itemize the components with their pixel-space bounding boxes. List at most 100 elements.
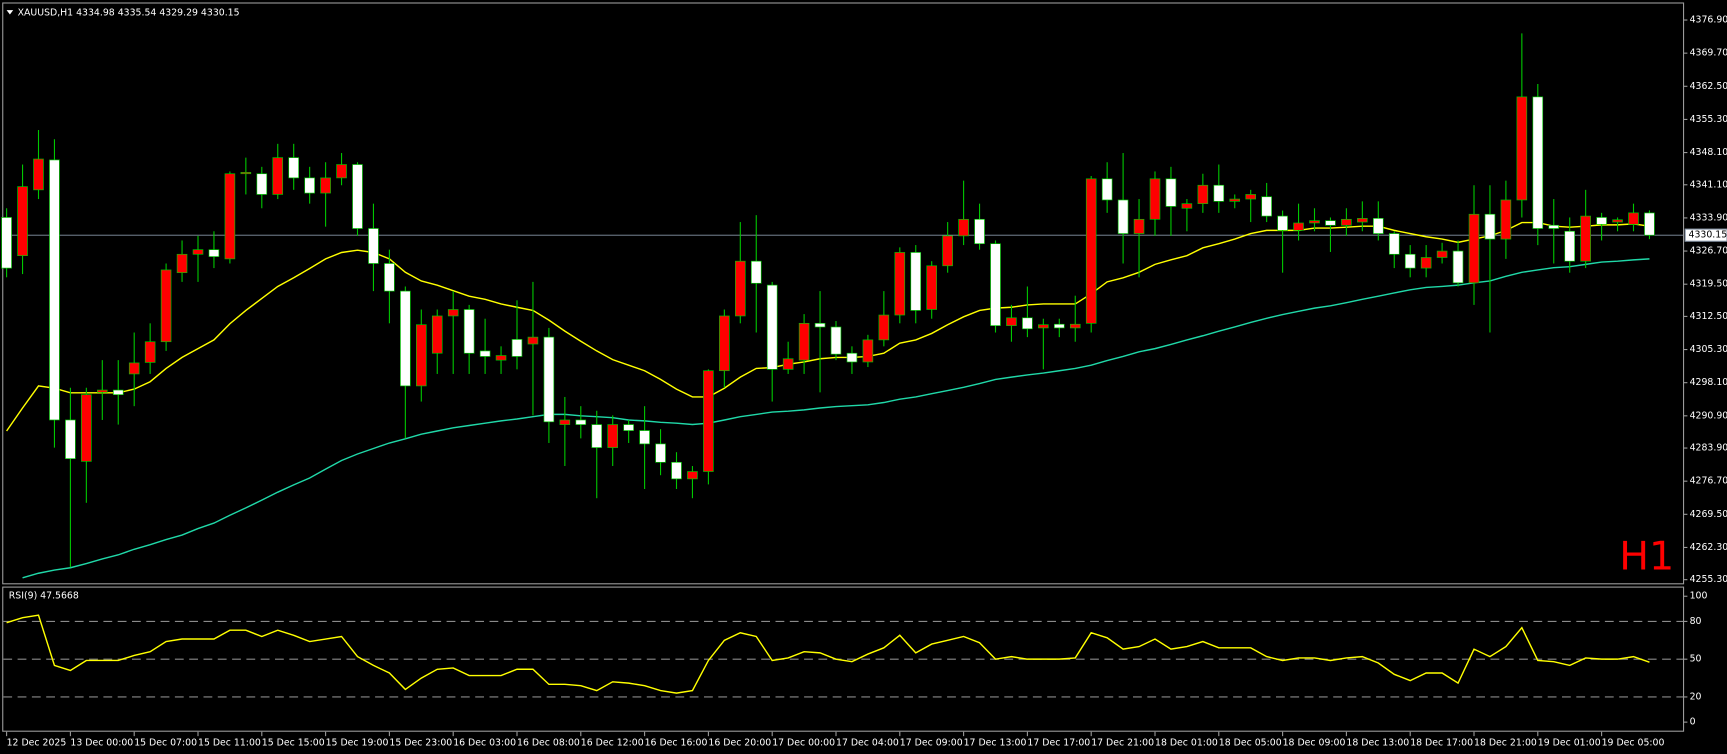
x-tick-label: 13 Dec 00:00 — [70, 737, 133, 748]
candle-body — [1069, 323, 1081, 329]
candle-body — [1101, 178, 1113, 201]
candle-body — [766, 284, 778, 370]
y-tick-label: 4369.70 — [1690, 48, 1727, 59]
x-tick-label: 18 Dec 13:00 — [1346, 737, 1409, 748]
y-tick-label: 4319.50 — [1690, 279, 1727, 290]
candle-body — [655, 443, 666, 463]
menu-arrow[interactable] — [6, 10, 14, 15]
x-tick-label: 18 Dec 01:00 — [1155, 737, 1218, 748]
y-tick-label: 4376.90 — [1690, 15, 1727, 26]
y-tick-label: 4348.10 — [1690, 147, 1727, 158]
candle-body — [1548, 224, 1560, 229]
candle-body — [49, 159, 60, 421]
x-tick-label: 18 Dec 21:00 — [1474, 737, 1537, 748]
y-tick-label: 4362.50 — [1690, 81, 1727, 92]
candle-body — [1644, 212, 1655, 236]
y-tick-label: 4255.30 — [1690, 574, 1727, 585]
candle-body — [1038, 324, 1049, 329]
x-tick-label: 18 Dec 17:00 — [1410, 737, 1473, 748]
candle-body — [1149, 178, 1161, 220]
candle-body — [208, 249, 220, 257]
candle-body — [81, 394, 92, 462]
candle-body — [1564, 230, 1575, 262]
candle-body — [878, 314, 890, 341]
candle-body — [144, 341, 156, 363]
candle-body — [814, 322, 826, 328]
last-price-label: 4330.15 — [1689, 230, 1727, 241]
candle-body — [511, 339, 523, 357]
candle-body — [272, 157, 284, 195]
candle-body — [112, 389, 124, 395]
candle-body — [1404, 253, 1416, 269]
candle-body — [1181, 203, 1193, 209]
candle-body — [894, 252, 906, 316]
candle-body — [416, 324, 427, 387]
y-tick-label: 20 — [1690, 691, 1702, 702]
x-tick-label: 16 Dec 12:00 — [581, 737, 644, 748]
x-tick-label: 15 Dec 23:00 — [389, 737, 452, 748]
x-tick-label: 12 Dec 2025 — [7, 737, 67, 748]
x-tick-label: 15 Dec 07:00 — [134, 737, 197, 748]
x-tick-label: 16 Dec 08:00 — [517, 737, 580, 748]
candle-body — [1309, 220, 1320, 224]
x-tick-label: 17 Dec 04:00 — [836, 737, 899, 748]
x-tick-label: 17 Dec 13:00 — [964, 737, 1027, 748]
y-tick-label: 4326.70 — [1690, 246, 1727, 257]
x-tick-label: 18 Dec 05:00 — [1219, 737, 1282, 748]
x-tick-label: 16 Dec 16:00 — [645, 737, 708, 748]
candle-body — [607, 424, 618, 448]
candle-body — [1532, 96, 1544, 229]
candle-body — [33, 158, 44, 191]
candle-body — [1628, 212, 1639, 225]
candle-body — [336, 164, 347, 179]
candle-body — [240, 172, 252, 175]
candle-body — [1484, 213, 1496, 240]
candle-body — [1468, 213, 1480, 284]
candle-body — [1197, 184, 1209, 204]
rsi-header: RSI(9) 47.5668 — [9, 590, 79, 601]
candle-body — [1022, 317, 1033, 330]
candle-body — [1054, 323, 1065, 329]
candle-body — [830, 326, 842, 355]
candle-body — [1085, 178, 1097, 324]
candle-body — [320, 177, 331, 194]
y-tick-label: 50 — [1690, 654, 1702, 665]
x-tick-label: 16 Dec 20:00 — [708, 737, 771, 748]
candle-body — [942, 235, 953, 267]
candle-body — [1373, 218, 1384, 234]
y-tick-label: 4276.70 — [1690, 476, 1727, 487]
candle-body — [495, 355, 507, 361]
candle-body — [352, 164, 363, 229]
candle-body — [479, 350, 491, 357]
candle-body — [176, 253, 188, 274]
candle-body — [1277, 215, 1288, 231]
x-tick-label: 17 Dec 09:00 — [900, 737, 963, 748]
candle-body — [974, 218, 985, 245]
candle-body — [1516, 96, 1528, 201]
x-tick-label: 15 Dec 19:00 — [326, 737, 389, 748]
x-tick-label: 19 Dec 01:00 — [1538, 737, 1601, 748]
candle-body — [368, 228, 379, 264]
candle-body — [1117, 199, 1129, 234]
y-tick-label: 4290.90 — [1690, 410, 1727, 421]
candle-body — [559, 419, 571, 425]
candle-body — [798, 322, 810, 361]
x-tick-label: 16 Dec 03:00 — [453, 737, 516, 748]
candle-body — [735, 260, 746, 317]
y-tick-label: 4305.30 — [1690, 344, 1727, 355]
candle-body — [1006, 317, 1017, 326]
x-tick-label: 15 Dec 11:00 — [198, 737, 261, 748]
candle-body — [1293, 222, 1304, 231]
candle-body — [750, 260, 762, 284]
candle-body — [862, 339, 874, 363]
timeframe-label: H1 — [1619, 534, 1674, 580]
candle-body — [1436, 250, 1448, 258]
candle-body — [1133, 218, 1145, 234]
y-tick-label: 80 — [1690, 616, 1702, 627]
candle-body — [1, 217, 12, 269]
candle-body — [591, 424, 603, 448]
y-tick-label: 0 — [1690, 717, 1696, 728]
